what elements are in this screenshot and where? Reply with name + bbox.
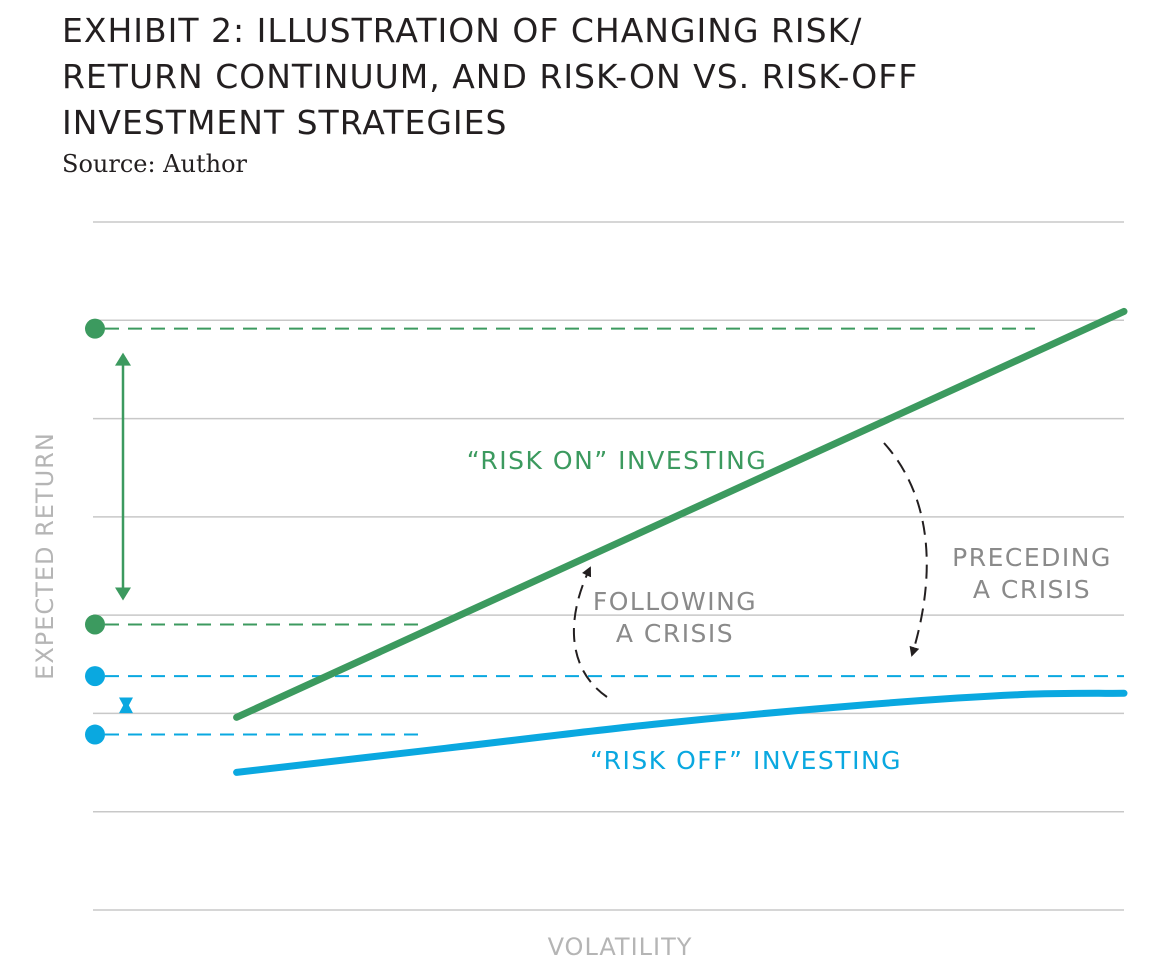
following-crisis-label-line-2: A CRISIS bbox=[616, 619, 734, 648]
risk-off-label: “RISK OFF” INVESTING bbox=[590, 746, 902, 775]
y-axis-label: EXPECTED RETURN bbox=[31, 432, 59, 680]
range-arrow-head-down bbox=[119, 698, 133, 711]
reference-dot bbox=[85, 614, 105, 634]
range-arrow-head-up bbox=[115, 353, 131, 366]
reference-dot bbox=[85, 319, 105, 339]
reference-dot bbox=[85, 725, 105, 745]
following-crisis-label-line-1: FOLLOWING bbox=[593, 587, 757, 616]
range-arrow-head-down bbox=[115, 587, 131, 600]
x-axis-label: VOLATILITY bbox=[548, 933, 693, 961]
series-lines bbox=[237, 311, 1124, 772]
preceding-crisis-label-line-1: PRECEDING bbox=[952, 543, 1112, 572]
preceding-crisis-arrow bbox=[884, 443, 927, 655]
risk-on-line bbox=[237, 311, 1124, 717]
risk-on-label: “RISK ON” INVESTING bbox=[467, 446, 767, 475]
preceding-crisis-label-line-2: A CRISIS bbox=[973, 575, 1091, 604]
reference-dot bbox=[85, 666, 105, 686]
